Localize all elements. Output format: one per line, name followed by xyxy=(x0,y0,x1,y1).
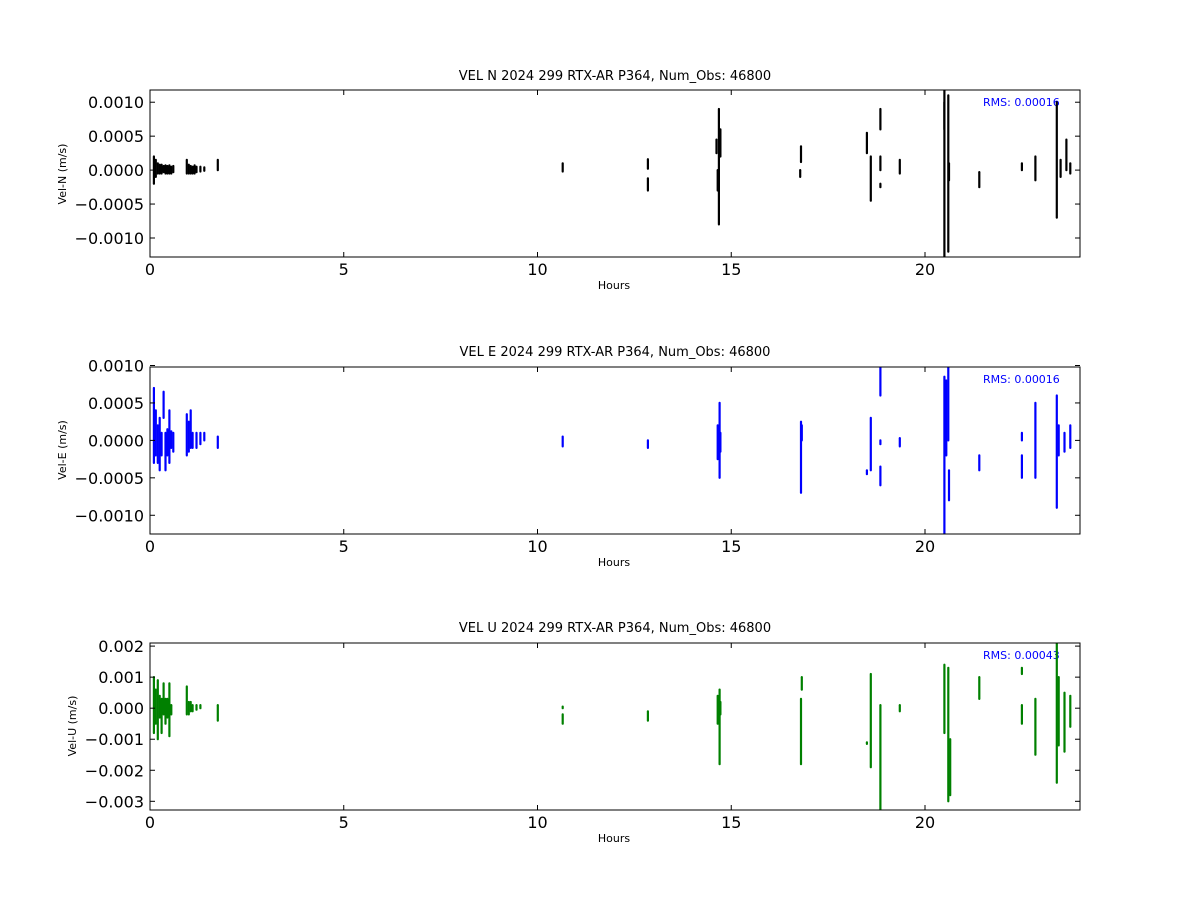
x-tick-label: 20 xyxy=(915,813,935,832)
x-tick-label: 5 xyxy=(339,260,349,279)
chart-title: VEL N 2024 299 RTX-AR P364, Num_Obs: 468… xyxy=(459,69,771,84)
data-series xyxy=(152,643,1072,810)
x-tick-label: 0 xyxy=(145,537,155,556)
chart-title: VEL E 2024 299 RTX-AR P364, Num_Obs: 468… xyxy=(460,345,771,360)
y-tick-label: −0.003 xyxy=(85,792,144,811)
x-tick-label: 0 xyxy=(145,260,155,279)
y-tick-label: −0.0005 xyxy=(75,195,144,214)
y-tick-label: 0.0000 xyxy=(88,431,144,450)
y-tick-label: −0.0010 xyxy=(75,229,144,248)
x-tick-label: 15 xyxy=(721,260,741,279)
y-tick-label: 0.001 xyxy=(98,668,144,687)
y-axis-label: Vel-N (m/s) xyxy=(56,144,69,205)
x-tick-label: 10 xyxy=(527,260,547,279)
y-tick-label: 0.0010 xyxy=(88,93,144,112)
y-tick-label: 0.000 xyxy=(98,699,144,718)
y-axis-label: Vel-U (m/s) xyxy=(66,696,79,757)
y-axis-label: Vel-E (m/s) xyxy=(56,420,69,480)
x-tick-label: 20 xyxy=(915,537,935,556)
x-axis-label: Hours xyxy=(598,279,630,292)
y-tick-label: 0.0010 xyxy=(88,357,144,376)
plot-frame xyxy=(149,366,1081,535)
rms-label: RMS: 0.00016 xyxy=(983,96,1060,109)
rms-label: RMS: 0.00016 xyxy=(983,373,1060,386)
rms-label: RMS: 0.00043 xyxy=(983,649,1060,662)
chart-title: VEL U 2024 299 RTX-AR P364, Num_Obs: 468… xyxy=(459,621,771,636)
y-tick-label: −0.001 xyxy=(85,730,144,749)
panel-vel-n: VEL N 2024 299 RTX-AR P364, Num_Obs: 468… xyxy=(56,69,1081,292)
y-tick-label: 0.0005 xyxy=(88,127,144,146)
x-tick-label: 0 xyxy=(145,813,155,832)
panel-vel-e: VEL E 2024 299 RTX-AR P364, Num_Obs: 468… xyxy=(56,345,1081,569)
y-tick-label: −0.002 xyxy=(85,761,144,780)
y-tick-label: 0.0005 xyxy=(88,394,144,413)
y-tick-label: 0.002 xyxy=(98,637,144,656)
x-tick-label: 5 xyxy=(339,537,349,556)
x-axis-label: Hours xyxy=(598,556,630,569)
plot-frame xyxy=(149,642,1081,811)
y-tick-label: 0.0000 xyxy=(88,161,144,180)
plot-frame xyxy=(149,89,1081,258)
x-tick-label: 20 xyxy=(915,260,935,279)
y-tick-label: −0.0010 xyxy=(75,506,144,525)
x-tick-label: 10 xyxy=(527,537,547,556)
x-tick-label: 5 xyxy=(339,813,349,832)
panel-vel-u: VEL U 2024 299 RTX-AR P364, Num_Obs: 468… xyxy=(66,621,1081,845)
data-series xyxy=(152,367,1072,534)
y-tick-label: −0.0005 xyxy=(75,469,144,488)
x-tick-label: 15 xyxy=(721,537,741,556)
x-axis-label: Hours xyxy=(598,832,630,845)
x-tick-label: 10 xyxy=(527,813,547,832)
data-series xyxy=(152,90,1072,257)
x-tick-label: 15 xyxy=(721,813,741,832)
